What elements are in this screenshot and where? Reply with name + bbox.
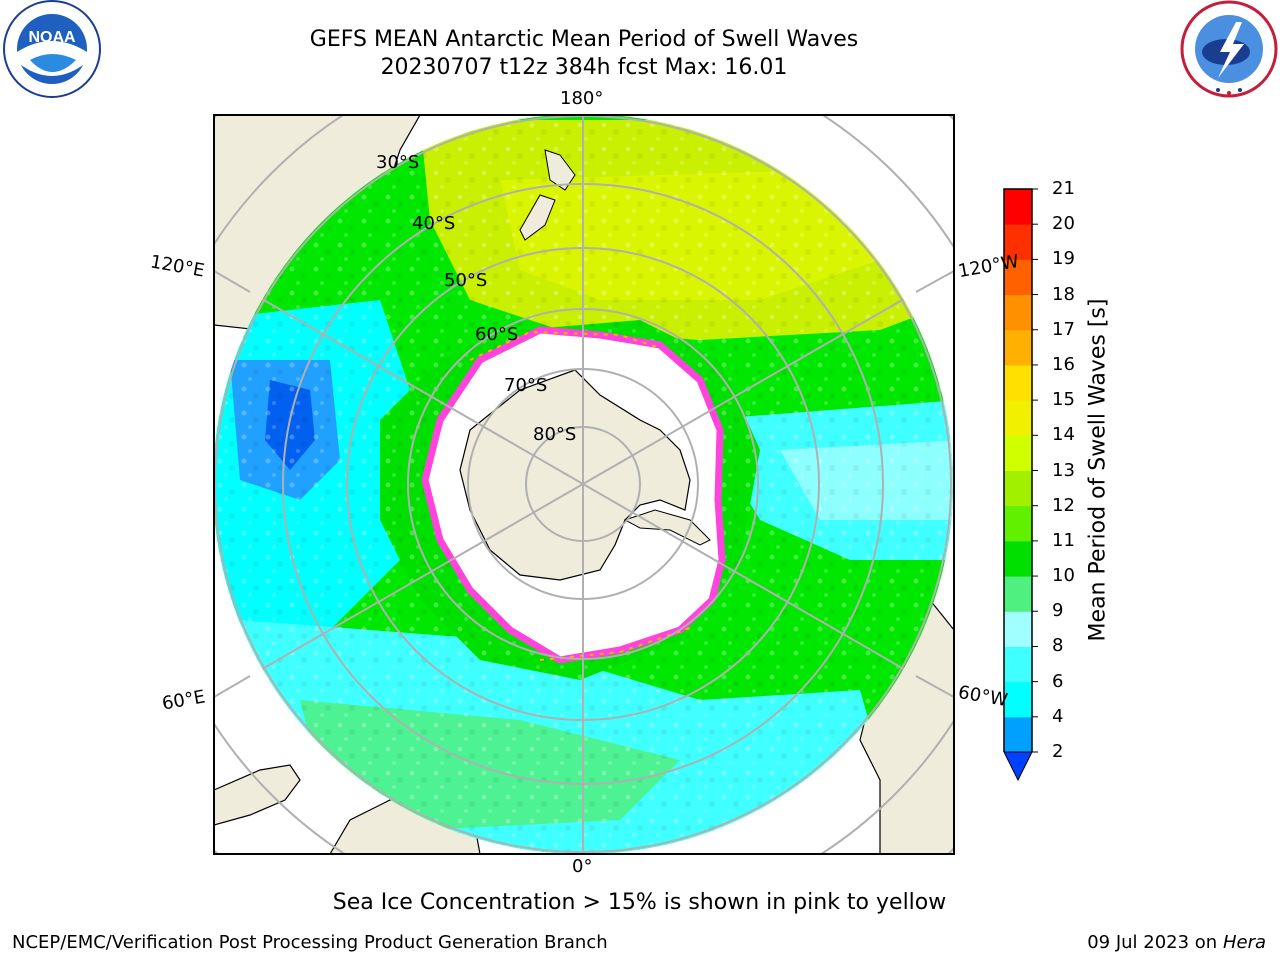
lon-label-bottom: 0°: [572, 856, 593, 877]
colorbar: [1003, 188, 1038, 782]
colorbar-segment: [1004, 294, 1032, 331]
lon-label-top: 180°: [560, 88, 604, 109]
noaa-logo-text: NOAA: [28, 29, 76, 46]
colorbar-tick-label: 9: [1052, 600, 1064, 622]
colorbar-segment: [1004, 329, 1032, 366]
lat-label: 30°S: [376, 152, 420, 173]
colorbar-tick-label: 17: [1052, 318, 1075, 340]
lat-label: 70°S: [504, 375, 548, 396]
colorbar-segment: [1004, 681, 1032, 718]
madagascar-landmass: [214, 764, 301, 826]
colorbar-tick-label: 14: [1052, 424, 1075, 446]
colorbar-segment: [1004, 224, 1032, 260]
colorbar-tick-label: 12: [1052, 494, 1075, 516]
colorbar-tick-label: 19: [1052, 248, 1075, 270]
colorbar-segment: [1004, 576, 1032, 612]
colorbar-tick-label: 4: [1052, 705, 1064, 727]
colorbar-segment: [1004, 611, 1032, 647]
colorbar-tick-label: 21: [1052, 178, 1075, 199]
colorbar-segment: [1004, 435, 1032, 471]
nws-logo-icon: [1180, 0, 1278, 98]
colorbar-extend-min: [1003, 751, 1033, 782]
map-frame: [213, 114, 955, 855]
sea-ice-note: Sea Ice Concentration > 15% is shown in …: [332, 890, 947, 915]
lat-label: 60°S: [475, 324, 519, 345]
colorbar-tick-label: 10: [1052, 565, 1075, 587]
noaa-logo-icon: NOAA: [3, 0, 101, 98]
colorbar-tick-label: 11: [1052, 529, 1075, 551]
colorbar-segment: [1004, 400, 1032, 436]
lat-label: 50°S: [444, 270, 488, 291]
colorbar-segment: [1004, 364, 1032, 401]
footer-date: 09 Jul 2023 on Hera: [1087, 932, 1266, 953]
colorbar-segment: [1004, 259, 1032, 296]
lat-label: 80°S: [533, 424, 577, 445]
colorbar-tick-label: 13: [1052, 459, 1075, 481]
colorbar-tick-label: 15: [1052, 389, 1075, 411]
chart-title: GEFS MEAN Antarctic Mean Period of Swell…: [309, 27, 859, 52]
lat-label: 40°S: [412, 213, 456, 234]
colorbar-label: Mean Period of Swell Waves [s]: [1085, 298, 1111, 642]
colorbar-segment: [1004, 505, 1032, 542]
colorbar-tick-label: 20: [1052, 213, 1075, 235]
colorbar-segment: [1004, 646, 1032, 683]
colorbar-tick-label: 18: [1052, 283, 1075, 305]
antarctica-landmass: [459, 369, 691, 581]
chart-subtitle: 20230707 t12z 384h fcst Max: 16.01: [380, 55, 788, 80]
colorbar-tick-label: 16: [1052, 353, 1075, 375]
colorbar-segment: [1004, 470, 1032, 507]
colorbar-tick-label: 2: [1052, 741, 1064, 762]
footer-host: Hera: [1222, 932, 1266, 953]
colorbar-tick-label: 6: [1052, 670, 1064, 692]
footer-credit: NCEP/EMC/Verification Post Processing Pr…: [12, 932, 608, 953]
antarctic-peninsula: [623, 509, 711, 546]
colorbar-segment: [1004, 716, 1032, 753]
colorbar-segment: [1004, 540, 1032, 577]
colorbar-tick-label: 8: [1052, 635, 1064, 657]
colorbar-segment: [1004, 189, 1032, 225]
new-zealand-landmass: [519, 149, 576, 241]
